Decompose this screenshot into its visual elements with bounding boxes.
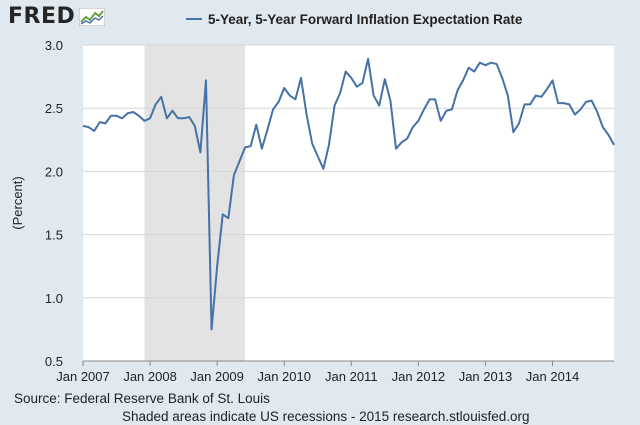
x-tick-label: Jan 2010 [257,369,311,384]
x-tick-label: Jan 2007 [56,369,110,384]
y-tick-label: 3.0 [45,38,63,53]
x-tick-label: Jan 2012 [392,369,446,384]
y-tick-label: 2.0 [45,164,63,179]
x-tick-label: Jan 2014 [526,369,580,384]
legend-label: 5-Year, 5-Year Forward Inflation Expecta… [208,12,523,27]
y-tick-label: 1.0 [45,291,63,306]
y-tick-label: 1.5 [45,228,63,243]
y-tick-label: 2.5 [45,101,63,116]
source-text: Source: Federal Reserve Bank of St. Loui… [14,391,270,406]
fred-logo: FRED [8,4,106,29]
recession-note: Shaded areas indicate US recessions - 20… [122,409,530,424]
x-tick-label: Jan 2011 [325,369,378,384]
y-axis-label: (Percent) [10,176,25,229]
x-tick-label: Jan 2013 [459,369,513,384]
y-tick-label: 0.5 [45,354,63,369]
x-tick-label: Jan 2009 [190,369,244,384]
chart-icon [79,7,106,26]
fred-logo-text: FRED [8,4,76,29]
series-line [82,57,615,331]
legend: 5-Year, 5-Year Forward Inflation Expecta… [186,12,523,27]
x-tick-label: Jan 2008 [123,369,177,384]
